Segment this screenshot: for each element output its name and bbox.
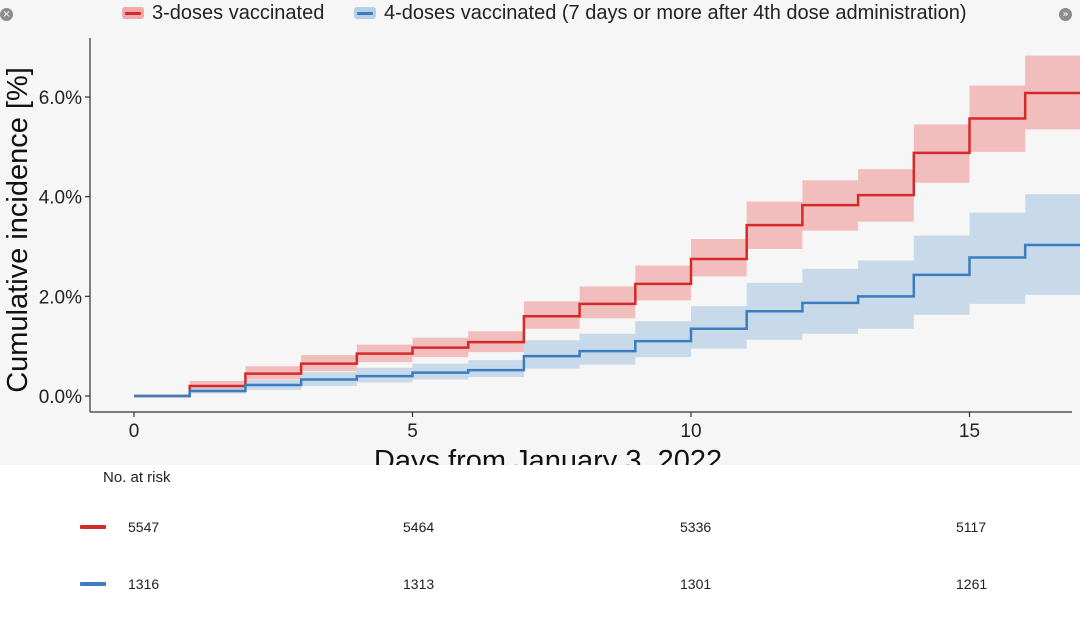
x-tick-label: 10 [680, 421, 701, 442]
legend-item-3-doses: 3-doses vaccinated [122, 0, 324, 26]
risk-value: 5547 [128, 519, 160, 535]
y-axis-title: Cumulative incidence [%] [2, 67, 34, 393]
x-axis-title: Days from January 3, 2022 [374, 445, 722, 465]
risk-value: 1313 [403, 576, 435, 592]
risk-swatch-blue [80, 582, 106, 586]
risk-value: 5117 [956, 519, 987, 535]
legend-label-3-doses: 3-doses vaccinated [152, 1, 325, 24]
x-tick-label: 15 [959, 421, 980, 442]
legend-swatch-red [122, 7, 144, 19]
close-icon[interactable]: × [0, 8, 13, 21]
risk-row-4-doses: 1316 1313 1301 1261 [0, 576, 1080, 596]
risk-swatch-red [80, 525, 106, 529]
x-tick-label: 5 [407, 421, 418, 442]
legend-item-4-doses: 4-doses vaccinated (7 days or more after… [354, 0, 967, 26]
legend-swatch-blue [354, 7, 376, 19]
expand-icon[interactable]: » [1059, 8, 1072, 21]
risk-value: 1261 [956, 576, 988, 592]
risk-table: No. at risk 5547 5464 5336 5117 1316 131… [0, 465, 1080, 625]
risk-value: 5336 [680, 519, 712, 535]
risk-value: 5464 [403, 519, 435, 535]
series-line-0 [134, 91, 1080, 398]
x-tick-label: 0 [129, 421, 140, 442]
y-tick-label: 4.0% [39, 188, 82, 209]
risk-table-title: No. at risk [103, 469, 171, 486]
km-chart: 0.0% 2.0% 4.0% 6.0% 0 5 10 15 Cumulative incide… [2, 38, 1080, 465]
y-tick-label: 6.0% [39, 88, 82, 109]
series-line-1 [134, 243, 1080, 398]
chart-background [0, 0, 1080, 465]
risk-value: 1316 [128, 576, 160, 592]
y-tick-label: 2.0% [39, 287, 82, 308]
risk-row-3-doses: 5547 5464 5336 5117 [0, 519, 1080, 539]
y-tick-label: 0.0% [39, 387, 82, 408]
legend-label-4-doses: 4-doses vaccinated (7 days or more after… [384, 1, 967, 24]
risk-value: 1301 [680, 576, 712, 592]
ci-band-0 [134, 55, 1080, 396]
